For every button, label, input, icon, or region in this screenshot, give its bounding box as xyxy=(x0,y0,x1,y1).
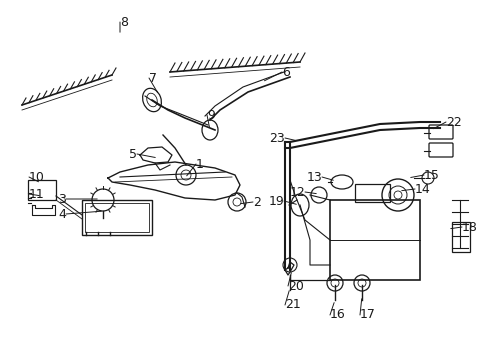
Text: 17: 17 xyxy=(359,309,375,321)
Text: 2: 2 xyxy=(252,195,260,208)
Text: 10: 10 xyxy=(29,171,45,184)
Text: 14: 14 xyxy=(414,183,430,195)
Text: 12: 12 xyxy=(289,185,305,198)
Text: 11: 11 xyxy=(29,188,45,201)
Bar xyxy=(354,184,389,202)
Text: 18: 18 xyxy=(461,220,477,234)
Text: 3: 3 xyxy=(58,193,66,206)
Text: 5: 5 xyxy=(129,148,137,161)
Bar xyxy=(85,203,149,232)
Text: 9: 9 xyxy=(206,108,214,122)
Text: 20: 20 xyxy=(287,279,303,292)
Text: 1: 1 xyxy=(196,158,203,171)
Bar xyxy=(329,200,419,280)
Bar xyxy=(28,180,56,200)
Text: 8: 8 xyxy=(120,15,128,28)
Text: 22: 22 xyxy=(445,116,461,129)
Text: 4: 4 xyxy=(58,207,66,220)
Text: 7: 7 xyxy=(149,72,157,85)
Text: 23: 23 xyxy=(269,131,285,144)
Text: 13: 13 xyxy=(305,171,321,184)
Text: 6: 6 xyxy=(282,66,289,78)
Text: 19: 19 xyxy=(268,194,284,207)
Text: 16: 16 xyxy=(329,309,345,321)
Text: 15: 15 xyxy=(423,168,439,181)
Bar xyxy=(82,200,152,235)
Bar xyxy=(451,222,469,252)
Text: 21: 21 xyxy=(285,298,300,311)
